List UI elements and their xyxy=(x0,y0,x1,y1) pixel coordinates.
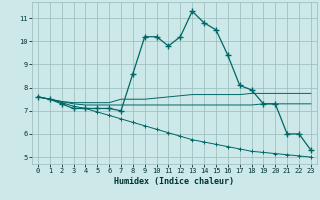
X-axis label: Humidex (Indice chaleur): Humidex (Indice chaleur) xyxy=(115,177,234,186)
